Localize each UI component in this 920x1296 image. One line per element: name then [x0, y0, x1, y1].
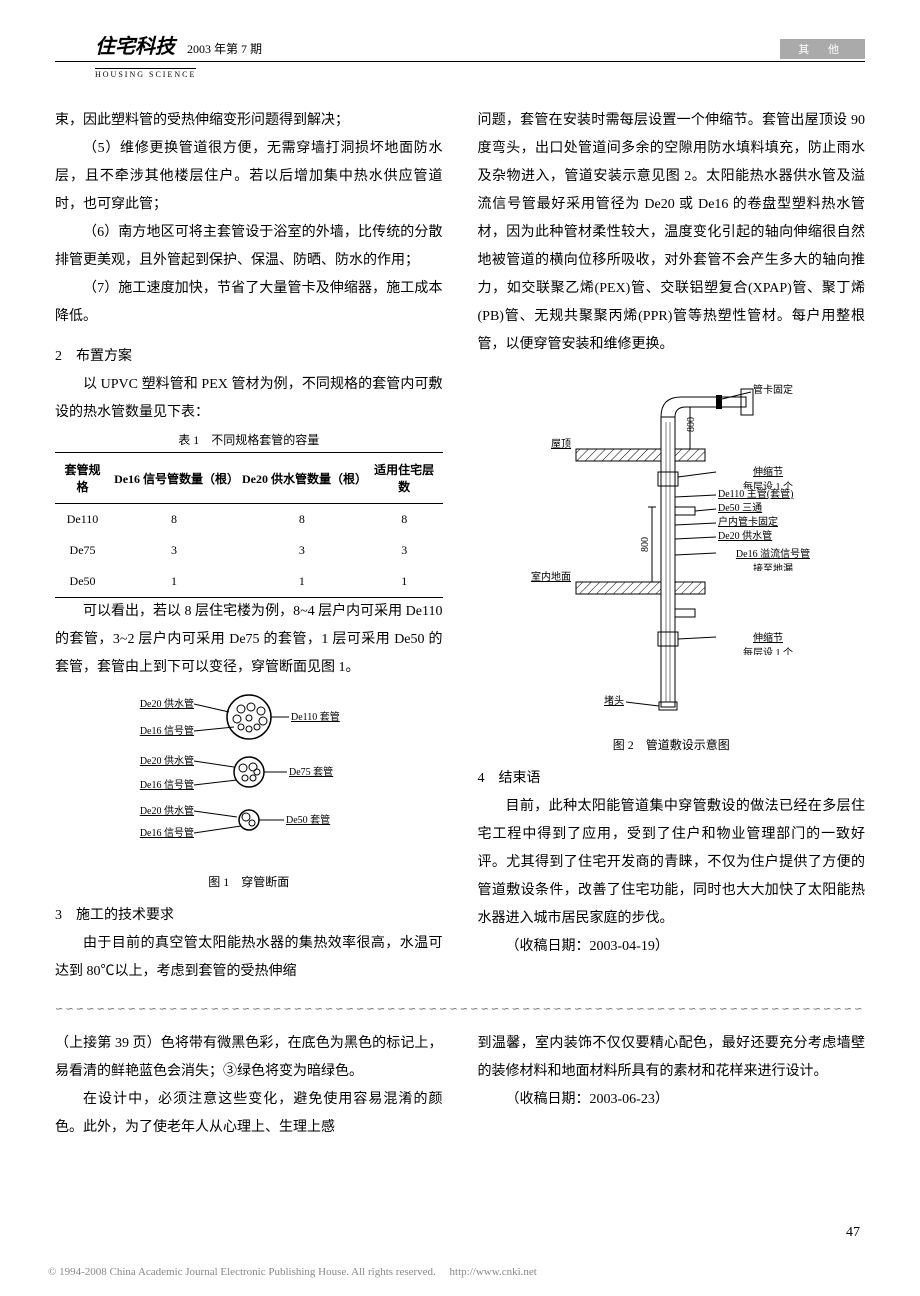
footer-url: http://www.cnki.net — [450, 1266, 537, 1278]
section-2-para-1: 以 UPVC 塑料管和 PEX 管材为例，不同规格的套管内可敷设的热水管数量见下… — [55, 371, 443, 427]
figure-2-svg: 管卡固定 屋顶 800 伸缩节 每层设 1 个 De110 主管(套管) — [516, 377, 826, 717]
footer-copyright: © 1994-2008 China Academic Journal Elect… — [48, 1266, 436, 1278]
table-col-3: 适用住宅层数 — [366, 453, 443, 504]
figure-1: De20 供水管 De110 套管 De16 信号管 De20 供水管 De75 — [55, 692, 443, 890]
fig2-label: 屋顶 — [551, 438, 571, 450]
fig2-dim: 800 — [686, 417, 697, 432]
fig2-label: 户内管卡固定 — [718, 515, 778, 528]
table-1: 套管规格 De16 信号管数量（根） De20 供水管数量（根） 适用住宅层数 … — [55, 452, 443, 598]
section-2-para-2: 可以看出，若以 8 层住宅楼为例，8~4 层户内可采用 De110 的套管，3~… — [55, 598, 443, 682]
section-divider: ∽∽∽∽∽∽∽∽∽∽∽∽∽∽∽∽∽∽∽∽∽∽∽∽∽∽∽∽∽∽∽∽∽∽∽∽∽∽∽∽… — [55, 1004, 865, 1012]
para-5: （5）维修更换管道很方便，无需穿墙打洞损坏地面防水层，且不牵涉其他楼层住户。若以… — [55, 135, 443, 219]
table-col-2: De20 供水管数量（根） — [238, 453, 366, 504]
category-label: 其 他 — [780, 39, 865, 59]
fig1-label: De110 套管 — [291, 710, 340, 723]
issue-info: 2003 年第 7 期 — [187, 40, 262, 59]
fig2-label: 室内地面 — [531, 570, 571, 583]
left-column: 束，因此塑料管的受热伸缩变形问题得到解决； （5）维修更换管道很方便，无需穿墙打… — [55, 107, 443, 986]
section-4-para-1: 目前，此种太阳能管道集中穿管敷设的做法已经在多层住宅工程中得到了应用，受到了住户… — [478, 793, 866, 933]
fig1-label: De20 供水管 — [140, 754, 194, 767]
fig2-label: 伸缩节 每层设 1 个 — [718, 629, 818, 655]
page-header: 住宅科技 2003 年第 7 期 其 他 — [55, 30, 865, 62]
page-number: 47 — [846, 1225, 860, 1241]
fig2-label: De110 主管(套管) — [718, 487, 793, 500]
fig1-label: De20 供水管 — [140, 697, 194, 710]
received-date-1: （收稿日期：2003-04-19） — [478, 933, 866, 961]
figure-1-caption: 图 1 穿管断面 — [55, 873, 443, 890]
para-continuation: 束，因此塑料管的受热伸缩变形问题得到解决； — [55, 107, 443, 135]
fig2-label: 管卡固定 — [753, 383, 793, 396]
fig2-label: 伸缩节 每层设 1 个 — [718, 463, 818, 489]
figure-2-caption: 图 2 管道敷设示意图 — [478, 736, 866, 753]
table-1-caption: 表 1 不同规格套管的容量 — [55, 431, 443, 448]
footer: © 1994-2008 China Academic Journal Elect… — [48, 1266, 537, 1278]
section-3-para-1: 由于目前的真空管太阳能热水器的集热效率很高，水温可达到 80℃以上，考虑到套管的… — [55, 930, 443, 986]
fig1-label: De20 供水管 — [140, 804, 194, 817]
fig1-label: De50 套管 — [286, 813, 330, 826]
fig2-dim: 800 — [640, 537, 651, 552]
fig1-label: De16 信号管 — [140, 778, 194, 791]
table-row: De50 1 1 1 — [55, 566, 443, 598]
figure-1-svg: De20 供水管 De110 套管 De16 信号管 De20 供水管 De75 — [119, 692, 379, 862]
lower-right-p1: 到温馨，室内装饰不仅仅要精心配色，最好还要充分考虑墙壁的装修材料和地面材料所具有… — [478, 1030, 866, 1086]
received-date-2: （收稿日期：2003-06-23） — [478, 1086, 866, 1114]
fig1-label: De16 信号管 — [140, 826, 194, 839]
fig2-label: De50 三通 — [718, 502, 762, 514]
fig1-label: De75 套管 — [289, 765, 333, 778]
lower-content: （上接第 39 页）色将带有微黑色彩，在底色为黑色的标记上，易看清的鲜艳蓝色会消… — [55, 1030, 865, 1142]
fig2-label: De16 溢流信号管 接至地漏 — [718, 545, 826, 571]
para-6: （6）南方地区可将主套管设于浴室的外墙，比传统的分散排管更美观，且外管起到保护、… — [55, 219, 443, 275]
section-3-title: 3 施工的技术要求 — [55, 902, 443, 930]
fig2-label: 堵头 — [604, 694, 624, 707]
right-column: 问题，套管在安装时需每层设置一个伸缩节。套管出屋顶设 90 度弯头，出口处管道间… — [478, 107, 866, 986]
para-7: （7）施工速度加快，节省了大量管卡及伸缩器，施工成本降低。 — [55, 275, 443, 331]
lower-left-p2: 在设计中，必须注意这些变化，避免使用容易混淆的颜色。此外，为了使老年人从心理上、… — [55, 1086, 443, 1142]
lower-left-column: （上接第 39 页）色将带有微黑色彩，在底色为黑色的标记上，易看清的鲜艳蓝色会消… — [55, 1030, 443, 1142]
table-row: De110 8 8 8 — [55, 504, 443, 536]
right-para-1: 问题，套管在安装时需每层设置一个伸缩节。套管出屋顶设 90 度弯头，出口处管道间… — [478, 107, 866, 359]
table-col-1: De16 信号管数量（根） — [110, 453, 238, 504]
lower-left-p1: （上接第 39 页）色将带有微黑色彩，在底色为黑色的标记上，易看清的鲜艳蓝色会消… — [55, 1030, 443, 1086]
table-row: De75 3 3 3 — [55, 535, 443, 566]
lower-right-column: 到温馨，室内装饰不仅仅要精心配色，最好还要充分考虑墙壁的装修材料和地面材料所具有… — [478, 1030, 866, 1142]
journal-title-cn: 住宅科技 — [95, 30, 175, 59]
journal-title-en: HOUSING SCIENCE — [95, 68, 196, 79]
fig2-label: De20 供水管 — [718, 529, 772, 542]
section-4-title: 4 结束语 — [478, 765, 866, 793]
section-2-title: 2 布置方案 — [55, 343, 443, 371]
fig1-label: De16 信号管 — [140, 724, 194, 737]
table-col-0: 套管规格 — [55, 453, 110, 504]
main-content: 束，因此塑料管的受热伸缩变形问题得到解决； （5）维修更换管道很方便，无需穿墙打… — [55, 107, 865, 986]
figure-2: 管卡固定 屋顶 800 伸缩节 每层设 1 个 De110 主管(套管) — [478, 377, 866, 753]
